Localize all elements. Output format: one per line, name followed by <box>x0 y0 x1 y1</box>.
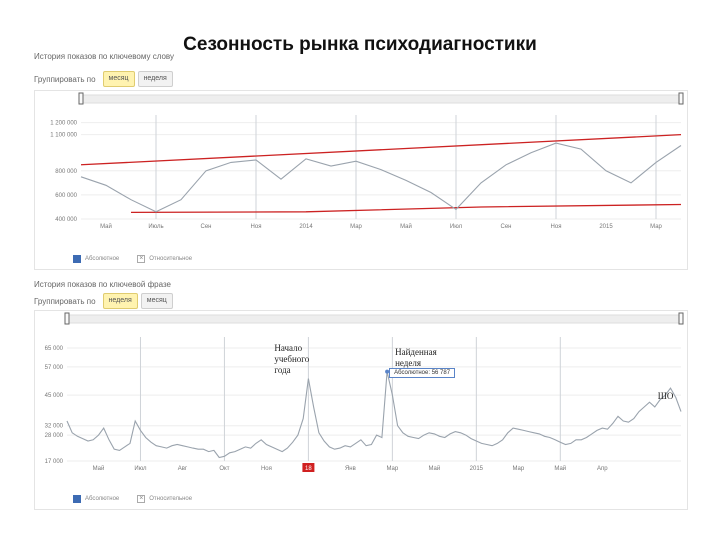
y-tick-label: 17 000 <box>45 459 64 465</box>
y-tick-label: 600 000 <box>55 193 77 199</box>
range-handle-right <box>678 312 684 325</box>
x-tick-label: Ноя <box>551 224 562 230</box>
annotation-school-year: Начало учебного года <box>274 343 309 376</box>
group-month-button[interactable]: месяц <box>140 293 173 309</box>
x-tick-label: Апр <box>597 466 608 472</box>
tooltip-point <box>385 369 390 374</box>
trend-line-lower <box>130 203 682 214</box>
x-tick-label: Июль <box>148 224 163 230</box>
range-bar <box>80 94 682 104</box>
legend-relative[interactable]: × Относительное <box>137 255 192 263</box>
range-handle-left <box>78 92 84 105</box>
weekly-line-chart: 65 000 57 000 45 000 32 000 28 000 17 000 Май И… <box>45 312 684 472</box>
legend-relative[interactable]: × Относительное <box>137 495 192 503</box>
annotation-found-week: Найденная неделя <box>395 347 437 369</box>
checkbox-icon: × <box>137 495 146 503</box>
chart-2-frame: 65 000 57 000 45 000 32 000 28 000 17 000 Май И… <box>34 310 688 510</box>
group-month-button[interactable]: месяц <box>102 71 135 87</box>
chart-1-frame: 1 200 000 1 100 000 800 000 600 000 400 000 М… <box>34 90 688 270</box>
annotation-line: ШО <box>657 391 674 402</box>
y-tick-label: 800 000 <box>55 169 77 175</box>
chart-1-grouping: Группировать по месяц неделя <box>34 70 173 88</box>
x-tick-label: 18 <box>305 466 312 472</box>
x-tick-label: 2015 <box>470 466 484 472</box>
x-tick-label: Янв <box>345 466 356 472</box>
group-label: Группировать по <box>34 74 96 84</box>
legend-relative-label: Относительное <box>149 256 193 262</box>
chart-1-caption: История показов по ключевому слову <box>34 52 174 61</box>
weekly-chart-panel: История показов по ключевой фразе Группи… <box>34 280 688 510</box>
monthly-chart-panel: История показов по ключевому слову Групп… <box>34 52 688 270</box>
x-tick-label: Июл <box>450 224 463 230</box>
group-label: Группировать по <box>34 296 96 306</box>
range-handle-right <box>678 92 684 105</box>
chart-1-legend: Абсолютное × Относительное <box>73 255 192 263</box>
legend-absolute[interactable]: Абсолютное <box>73 255 119 263</box>
x-tick-label: Сен <box>201 224 212 230</box>
group-week-button[interactable]: неделя <box>102 293 138 309</box>
x-tick-label: Мар <box>386 466 398 472</box>
x-tick-label: Ноя <box>261 466 272 472</box>
y-tick-label: 57 000 <box>45 365 64 371</box>
y-tick-label: 1 100 000 <box>50 133 77 139</box>
x-tick-label: Мар <box>512 466 524 472</box>
chart-2-caption: История показов по ключевой фразе <box>34 280 171 289</box>
x-tick-label: 2015 <box>599 224 613 230</box>
annotation-line: Найденная <box>395 347 437 357</box>
x-tick-label: Сен <box>501 224 512 230</box>
monthly-line-chart: 1 200 000 1 100 000 800 000 600 000 400 000 М… <box>50 92 684 230</box>
annotation-line: неделя <box>395 358 422 368</box>
x-tick-label: Авг <box>178 466 188 472</box>
x-tick-label: Мар <box>350 224 362 230</box>
checkbox-icon: × <box>137 255 146 263</box>
x-tick-label: Мар <box>650 224 662 230</box>
annotation-line: Начало <box>274 343 303 353</box>
annotation-line: учебного <box>274 354 310 364</box>
series-line <box>80 142 682 213</box>
trend-line-upper <box>80 134 682 166</box>
annotation-sho: ШО <box>658 391 674 402</box>
range-bar <box>66 314 682 324</box>
chart-2-legend: Абсолютное × Относительное <box>73 495 192 503</box>
y-tick-label: 45 000 <box>45 393 64 399</box>
legend-absolute-swatch <box>73 495 81 503</box>
x-tick-label: Май <box>428 465 440 472</box>
legend-absolute-swatch <box>73 255 81 263</box>
annotation-line: года <box>274 365 291 375</box>
x-tick-label: Май <box>93 465 105 472</box>
slide-title: Сезонность рынка психодиагностики <box>183 34 537 55</box>
chart-2-grouping: Группировать по неделя месяц <box>34 292 173 310</box>
range-handle-left <box>64 312 70 325</box>
x-tick-label: Май <box>400 223 412 230</box>
legend-absolute-label: Абсолютное <box>85 496 120 502</box>
x-tick-label: Окт <box>219 466 229 472</box>
series-line <box>66 371 682 459</box>
y-tick-label: 400 000 <box>55 217 77 223</box>
group-week-button[interactable]: неделя <box>137 71 173 87</box>
legend-absolute[interactable]: Абсолютное <box>73 495 119 503</box>
legend-absolute-label: Абсолютное <box>85 256 120 262</box>
y-tick-label: 1 200 000 <box>50 121 77 127</box>
x-tick-highlight <box>302 463 315 472</box>
legend-relative-label: Относительное <box>149 496 193 502</box>
x-tick-label: Июл <box>134 466 147 472</box>
x-tick-label: 2014 <box>299 224 313 230</box>
y-tick-label: 65 000 <box>45 346 64 352</box>
x-tick-label: Ноя <box>251 224 262 230</box>
x-tick-label: Май <box>554 465 566 472</box>
y-tick-label: 28 000 <box>45 433 64 439</box>
x-tick-label: Май <box>100 223 112 230</box>
y-tick-label: 32 000 <box>45 424 64 430</box>
chart-2-tooltip: Абсолютное: 56 787 <box>389 367 456 378</box>
